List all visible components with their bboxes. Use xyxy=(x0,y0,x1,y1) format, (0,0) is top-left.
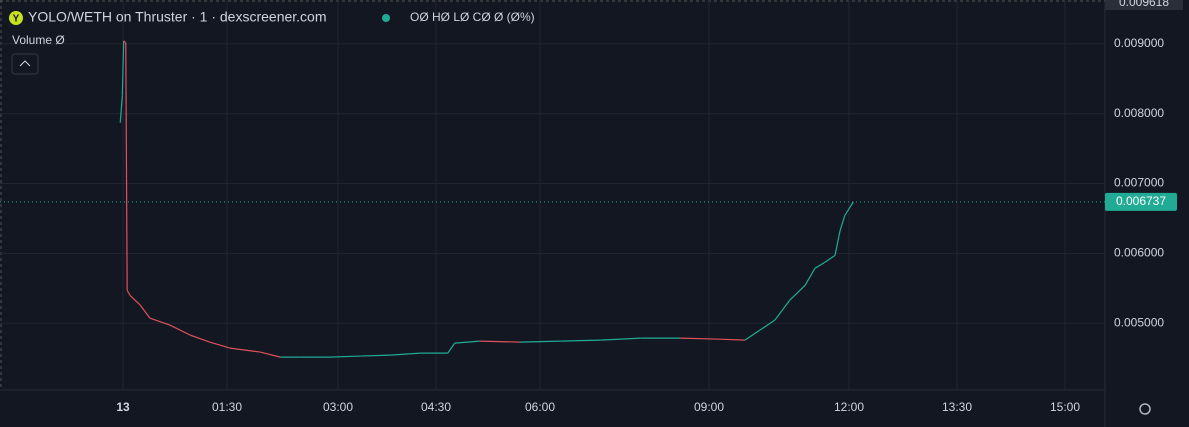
status-dot xyxy=(382,14,390,22)
x-tick-label: 04:30 xyxy=(421,400,451,414)
top-price-box xyxy=(1105,0,1183,10)
token-icon-letter: Y xyxy=(13,14,20,25)
volume-label: Volume Ø xyxy=(12,33,65,47)
x-tick-label: 06:00 xyxy=(525,400,555,414)
price-line-segment xyxy=(190,334,210,343)
price-line-segment xyxy=(824,254,836,263)
price-line-segment xyxy=(447,342,456,354)
y-tick-label: 0.009000 xyxy=(1114,36,1164,50)
price-line-segment xyxy=(804,268,816,286)
collapse-icon xyxy=(19,60,31,67)
last-price-label: 0.006737 xyxy=(1116,194,1166,208)
price-line-segment xyxy=(121,40,125,96)
price-line-segment xyxy=(123,40,127,44)
price-line-segment xyxy=(329,355,361,358)
price-line-segment xyxy=(600,337,641,341)
price-line-segment xyxy=(169,324,191,336)
x-tick-label: 15:00 xyxy=(1050,400,1080,414)
x-tick-label: 13 xyxy=(116,400,130,414)
settings-icon[interactable] xyxy=(1139,403,1151,415)
price-line-segment xyxy=(680,337,721,340)
price-line-segment xyxy=(149,317,171,326)
price-line-segment xyxy=(125,42,128,291)
y-tick-label: 0.008000 xyxy=(1114,106,1164,120)
y-tick-label: 0.006000 xyxy=(1114,246,1164,260)
token-icon xyxy=(9,11,23,25)
price-line-segment xyxy=(139,304,151,319)
collapse-button[interactable] xyxy=(11,53,39,75)
price-line-segment xyxy=(519,340,561,343)
price-line-segment xyxy=(129,294,141,306)
ohlc-text: OØ HØ LØ CØ Ø (Ø%) xyxy=(410,10,535,24)
price-line-segment xyxy=(720,338,745,341)
y-tick-label: 0.007000 xyxy=(1114,176,1164,190)
price-line-segment xyxy=(360,354,391,357)
price-line-segment xyxy=(560,339,601,342)
plot: 0.005000 0.006000 0.007000 0.008000 0.009000… xyxy=(0,0,1164,414)
price-line-segment xyxy=(126,290,131,296)
x-tick-label: 12:00 xyxy=(834,400,864,414)
price-line-segment xyxy=(759,319,776,331)
price-line-segment xyxy=(479,340,520,343)
price-line-segment xyxy=(229,347,261,353)
x-tick-label: 01:30 xyxy=(212,400,242,414)
price-line-segment xyxy=(834,230,841,256)
y-tick-label: 0.005000 xyxy=(1114,315,1164,329)
price-line-segment xyxy=(774,299,791,321)
price-line-segment xyxy=(209,341,231,349)
last-price-box xyxy=(1105,192,1177,211)
price-line-segment xyxy=(789,284,806,301)
price-line-segment xyxy=(839,215,846,231)
price-line-segment xyxy=(844,201,854,216)
chart-title: YOLO/WETH on Thruster · 1 · dexscreener.… xyxy=(28,9,327,25)
x-tick-label: 13:30 xyxy=(942,400,972,414)
price-line-segment xyxy=(119,95,123,123)
price-line-segment xyxy=(814,261,826,269)
x-tick-label: 03:00 xyxy=(323,400,353,414)
price-line-segment xyxy=(454,340,480,344)
price-line-segment xyxy=(744,329,761,341)
price-line-segment xyxy=(260,351,281,358)
x-tick-label: 09:00 xyxy=(694,400,724,414)
top-price-label: 0.009618 xyxy=(1119,0,1169,9)
price-line-segment xyxy=(390,352,421,356)
